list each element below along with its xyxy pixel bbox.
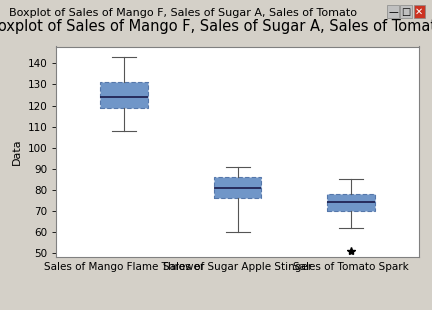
PathPatch shape <box>214 177 261 198</box>
Text: Boxplot of Sales of Mango F, Sales of Sugar A, Sales of Tomato: Boxplot of Sales of Mango F, Sales of Su… <box>9 8 357 18</box>
PathPatch shape <box>327 194 375 211</box>
Text: ✕: ✕ <box>415 7 423 17</box>
Text: —: — <box>388 7 398 17</box>
Text: Boxplot of Sales of Mango F, Sales of Sugar A, Sales of Tomato: Boxplot of Sales of Mango F, Sales of Su… <box>0 19 432 34</box>
Y-axis label: Data: Data <box>12 139 22 165</box>
Text: □: □ <box>401 7 411 17</box>
PathPatch shape <box>100 82 148 108</box>
